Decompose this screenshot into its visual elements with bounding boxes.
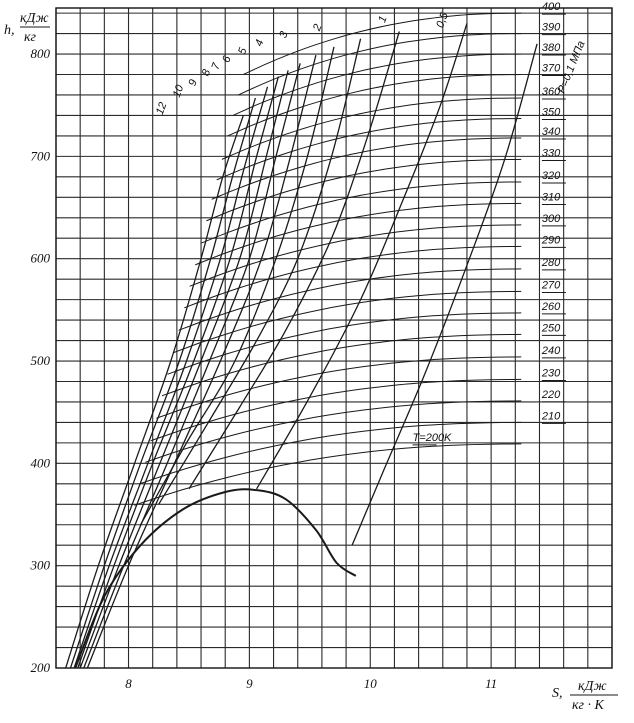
isotherm-label: 290 bbox=[541, 234, 561, 246]
isobar-line bbox=[140, 46, 335, 526]
isobar-line bbox=[188, 31, 400, 490]
isotherm-label: 210 bbox=[541, 410, 561, 422]
isotherm-label: 280 bbox=[541, 257, 561, 269]
isotherm-line bbox=[232, 53, 522, 116]
y-axis-unit-den: кг bbox=[24, 30, 37, 45]
isotherm-label: T=200K bbox=[413, 432, 452, 444]
isobar-lines bbox=[65, 23, 538, 669]
x-tick-label: 10 bbox=[364, 676, 378, 691]
isotherm-line bbox=[161, 333, 522, 397]
isotherm-label: 300 bbox=[542, 213, 561, 225]
isobar-label: 2 bbox=[311, 23, 325, 34]
y-tick-label: 400 bbox=[31, 455, 51, 470]
isotherm-line bbox=[211, 137, 522, 200]
isobar-label: 0,5 bbox=[434, 10, 451, 29]
isotherm-label: 380 bbox=[542, 42, 561, 54]
isotherm-label: 230 bbox=[541, 367, 561, 379]
isotherm-line bbox=[221, 97, 522, 160]
isobar-line bbox=[86, 54, 317, 669]
isotherm-line bbox=[206, 158, 522, 222]
saturation-curve bbox=[74, 488, 357, 669]
isobar-label: 8 bbox=[200, 67, 214, 78]
isotherm-line bbox=[156, 356, 522, 419]
isotherm-line bbox=[172, 290, 522, 354]
grid-lines bbox=[55, 7, 613, 669]
isotherm-line bbox=[195, 202, 522, 266]
isotherm-label: 240 bbox=[541, 345, 561, 357]
isobar-line bbox=[69, 97, 257, 669]
y-axis-symbol: h, bbox=[4, 23, 15, 38]
isotherm-label: 330 bbox=[542, 147, 561, 159]
isobar-label: 6 bbox=[220, 54, 234, 65]
isotherm-label: 320 bbox=[542, 170, 561, 182]
isotherm-label: 340 bbox=[542, 126, 561, 138]
isobar-line bbox=[65, 115, 244, 669]
isotherm-label: 220 bbox=[541, 389, 561, 401]
x-axis-symbol: S, bbox=[552, 686, 563, 701]
isobar-line bbox=[351, 43, 538, 546]
isotherm-label: 250 bbox=[541, 322, 561, 334]
x-tick-label: 8 bbox=[125, 676, 132, 691]
isotherm-label: 400 bbox=[542, 1, 561, 13]
isotherm-line bbox=[134, 443, 522, 506]
x-axis-title: S, кДж кг · К bbox=[552, 679, 618, 713]
x-axis-unit-den: кг · К bbox=[572, 698, 605, 713]
y-tick-label: 500 bbox=[31, 353, 51, 368]
y-tick-label: 700 bbox=[31, 148, 51, 163]
isotherm-line bbox=[145, 400, 522, 463]
isobar-label: 3 bbox=[277, 29, 291, 40]
isotherm-label: 360 bbox=[542, 86, 561, 98]
y-tick-label: 600 bbox=[31, 251, 51, 266]
y-tick-label: 200 bbox=[31, 660, 51, 675]
isotherm-label: 260 bbox=[541, 301, 561, 313]
isobar-label: 7 bbox=[210, 61, 224, 72]
saturation-line bbox=[74, 488, 357, 669]
isotherm-line bbox=[237, 33, 522, 96]
y-tick-label: 800 bbox=[31, 46, 51, 61]
isobar-line bbox=[256, 23, 468, 490]
x-tick-label: 11 bbox=[485, 676, 497, 691]
isotherm-line bbox=[139, 421, 522, 485]
isobar-line bbox=[77, 76, 280, 669]
isobar-label: 10 bbox=[171, 83, 187, 99]
isobar-line bbox=[79, 70, 289, 669]
isobar-label: 9 bbox=[187, 78, 200, 88]
isotherm-label: 370 bbox=[542, 63, 561, 75]
isotherm-line bbox=[200, 181, 522, 244]
isotherm-line bbox=[243, 12, 522, 75]
x-tick-label: 9 bbox=[246, 676, 253, 691]
isobar-label: 1 bbox=[376, 14, 389, 24]
isotherm-line bbox=[178, 268, 522, 331]
pressure-unit-label: P=0,1 МПа bbox=[556, 39, 588, 95]
isobar-label: 12 bbox=[154, 101, 169, 117]
isotherm-line bbox=[189, 224, 522, 287]
isobar-line bbox=[73, 86, 269, 669]
isotherm-line bbox=[167, 312, 522, 375]
isobar-label: 4 bbox=[253, 38, 266, 48]
isobar-label: 5 bbox=[236, 45, 250, 56]
isotherm-label: 310 bbox=[542, 191, 561, 203]
isotherm-line bbox=[227, 74, 522, 137]
plot-frame bbox=[55, 7, 613, 669]
isotherm-label: 270 bbox=[541, 279, 561, 291]
y-axis-unit-num: кДж bbox=[20, 11, 48, 26]
y-tick-label: 300 bbox=[30, 558, 51, 573]
isobar-line bbox=[158, 38, 362, 505]
x-axis-unit-num: кДж bbox=[578, 679, 606, 694]
isotherm-line bbox=[150, 378, 522, 442]
isotherm-label: 390 bbox=[542, 22, 561, 34]
y-axis-title: h, кДж кг bbox=[4, 11, 50, 45]
isotherm-line bbox=[184, 245, 522, 309]
isotherm-label: 350 bbox=[542, 107, 561, 119]
isotherm-line bbox=[216, 118, 522, 181]
isotherm-lines bbox=[134, 12, 522, 506]
